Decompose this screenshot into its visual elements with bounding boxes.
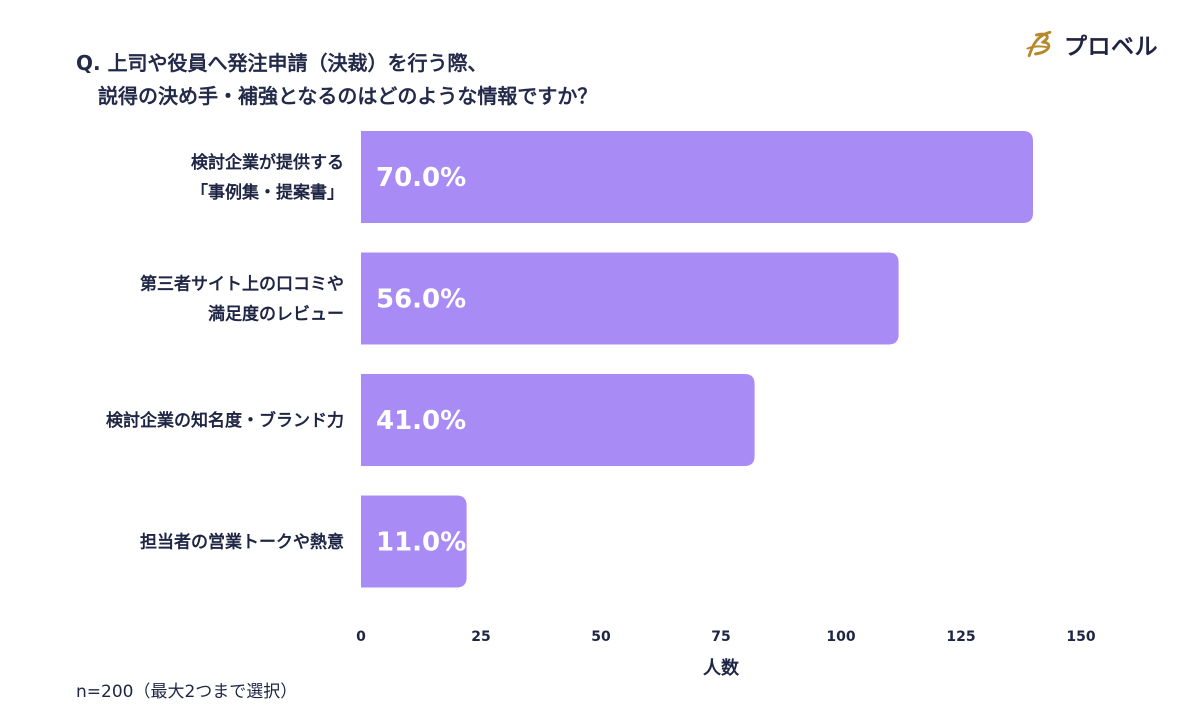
x-axis-title: 人数 <box>703 657 740 679</box>
bar-value-label-3: 41.0% <box>376 406 466 436</box>
question-line-1: Q. 上司や役員へ発注申請（決裁）を行う際、 <box>76 51 488 75</box>
x-tick-label-1: 25 <box>471 629 490 645</box>
x-axis-ticks: 0 25 50 75 100 125 150 <box>356 629 1096 645</box>
x-tick-label-3: 75 <box>711 629 730 645</box>
bar-1 <box>361 131 1033 223</box>
brand-logo: プロベル <box>1022 24 1158 64</box>
bar-2 <box>361 252 899 345</box>
bars-layer: 70.0% 56.0% 41.0% 11.0% <box>361 131 1033 588</box>
category-label-2-line-1: 第三者サイト上の口コミや <box>140 274 344 295</box>
bar-value-label-4: 11.0% <box>376 528 466 558</box>
bar-4 <box>361 495 467 588</box>
category-label-4-line-1: 担当者の営業トークや熱意 <box>140 532 344 553</box>
logo-text: プロベル <box>1064 34 1158 60</box>
x-tick-label-6: 150 <box>1066 629 1095 645</box>
chart-question-title: Q. 上司や役員へ発注申請（決裁）を行う際、 説得の決め手・補強となるのはどのよ… <box>76 47 836 113</box>
category-label-1-line-1: 検討企業が提供する <box>191 152 344 173</box>
logo-mark-icon <box>1026 30 1052 58</box>
x-tick-label-2: 50 <box>591 629 611 645</box>
sample-size-note: n=200（最大2つまで選択） <box>76 682 298 702</box>
x-tick-label-0: 0 <box>356 629 366 645</box>
bar-value-label-2: 56.0% <box>376 285 466 315</box>
bar-3 <box>361 374 755 466</box>
category-labels: 検討企業が提供する「事例集・提案書」第三者サイト上の口コミや満足度のレビュー検討… <box>106 152 344 553</box>
question-line-2: 説得の決め手・補強となるのはどのような情報ですか？ <box>98 84 598 108</box>
category-label-2-line-2: 満足度のレビュー <box>208 304 344 325</box>
category-label-3-line-1: 検討企業の知名度・ブランド力 <box>106 410 344 431</box>
bar-value-label-1: 70.0% <box>376 163 466 193</box>
x-tick-label-4: 100 <box>826 629 855 645</box>
x-tick-label-5: 125 <box>946 629 975 645</box>
category-label-1-line-2: 「事例集・提案書」 <box>191 182 344 203</box>
